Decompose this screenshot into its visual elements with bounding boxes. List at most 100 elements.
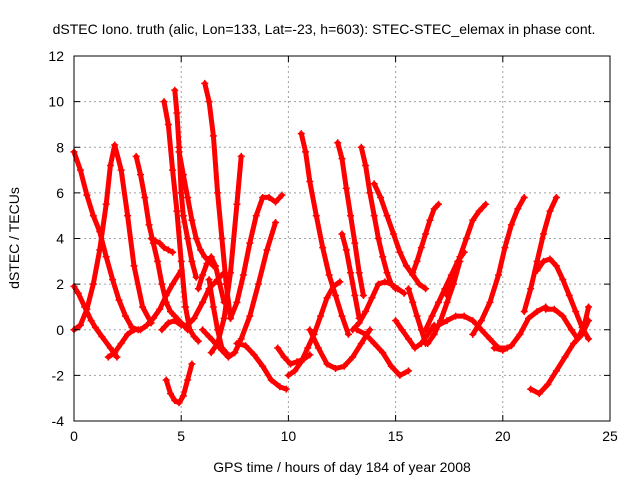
- series-9: [171, 86, 200, 281]
- y-tick-label: 2: [56, 276, 64, 292]
- data-point: [404, 335, 412, 343]
- data-point: [199, 298, 207, 306]
- data-point: [76, 321, 84, 329]
- data-point: [355, 269, 363, 277]
- data-point: [169, 248, 177, 256]
- data-point: [567, 326, 575, 334]
- data-point: [469, 330, 477, 338]
- data-point: [319, 244, 327, 252]
- data-point: [394, 285, 402, 293]
- data-point: [201, 253, 209, 261]
- data-point: [109, 276, 117, 284]
- data-point: [482, 200, 490, 208]
- series-trace: [159, 270, 227, 333]
- data-point: [456, 253, 464, 261]
- series-19: [297, 130, 352, 338]
- series-35: [469, 193, 528, 338]
- data-point: [347, 212, 355, 220]
- data-point: [544, 381, 552, 388]
- x-tick-label: 25: [602, 428, 618, 444]
- data-point: [113, 353, 121, 361]
- data-point: [239, 271, 247, 279]
- data-point: [338, 155, 346, 163]
- data-point: [160, 244, 168, 252]
- data-point: [475, 207, 483, 215]
- data-point: [237, 152, 245, 160]
- data-point: [188, 360, 196, 368]
- data-point: [362, 308, 370, 315]
- data-point: [507, 221, 515, 229]
- data-point: [585, 303, 593, 311]
- data-point: [246, 312, 254, 320]
- data-point: [166, 308, 174, 315]
- data-point: [83, 305, 91, 313]
- series-17: [233, 339, 290, 393]
- data-point: [175, 148, 183, 156]
- data-point: [162, 376, 170, 384]
- data-point: [207, 253, 215, 261]
- data-point: [233, 298, 241, 306]
- series-39: [533, 255, 593, 343]
- data-point: [214, 189, 222, 197]
- data-point: [139, 303, 147, 311]
- data-point: [559, 276, 567, 284]
- data-point: [402, 262, 410, 270]
- data-point: [194, 285, 202, 293]
- data-point: [89, 280, 97, 288]
- data-point: [443, 298, 451, 306]
- data-point: [486, 335, 494, 343]
- data-point: [287, 360, 295, 368]
- data-point: [173, 109, 181, 117]
- data-point: [124, 330, 132, 338]
- data-point: [323, 360, 331, 368]
- data-point: [117, 166, 125, 174]
- data-point: [199, 271, 207, 279]
- data-point: [218, 235, 226, 242]
- data-point: [540, 230, 548, 238]
- grid-lines: [74, 56, 610, 421]
- data-point: [449, 273, 457, 281]
- data-point: [332, 292, 340, 300]
- data-point: [186, 326, 194, 334]
- data-point: [306, 177, 314, 185]
- data-point: [477, 326, 485, 334]
- data-point: [169, 280, 177, 288]
- x-tick-label: 20: [495, 428, 511, 444]
- data-point: [205, 276, 213, 284]
- data-point: [130, 262, 138, 270]
- data-point: [572, 308, 580, 315]
- data-point: [422, 285, 430, 293]
- data-point: [469, 216, 477, 224]
- data-point: [527, 385, 535, 393]
- data-point: [158, 326, 166, 334]
- data-point: [297, 130, 305, 138]
- x-tick-label: 5: [177, 428, 185, 444]
- data-point: [188, 216, 196, 224]
- data-point: [430, 330, 438, 338]
- data-point: [574, 335, 582, 343]
- data-point: [359, 292, 367, 300]
- data-point: [104, 353, 112, 361]
- data-point: [220, 314, 228, 322]
- data-point: [400, 289, 408, 297]
- data-point: [124, 212, 132, 220]
- data-point: [462, 235, 470, 242]
- data-point: [366, 326, 374, 334]
- data-point: [205, 98, 213, 106]
- data-point: [387, 280, 395, 288]
- data-point: [252, 212, 260, 220]
- data-point: [280, 353, 288, 361]
- data-point: [196, 246, 204, 254]
- data-point: [486, 298, 494, 306]
- data-point: [334, 139, 342, 147]
- data-point: [329, 282, 337, 290]
- data-point: [362, 330, 370, 338]
- data-point: [91, 323, 99, 331]
- data-point: [585, 335, 593, 343]
- data-point: [525, 314, 533, 322]
- data-point: [443, 292, 451, 300]
- data-point: [546, 207, 554, 215]
- data-point: [149, 314, 157, 322]
- data-point: [201, 79, 209, 87]
- data-point: [546, 255, 554, 263]
